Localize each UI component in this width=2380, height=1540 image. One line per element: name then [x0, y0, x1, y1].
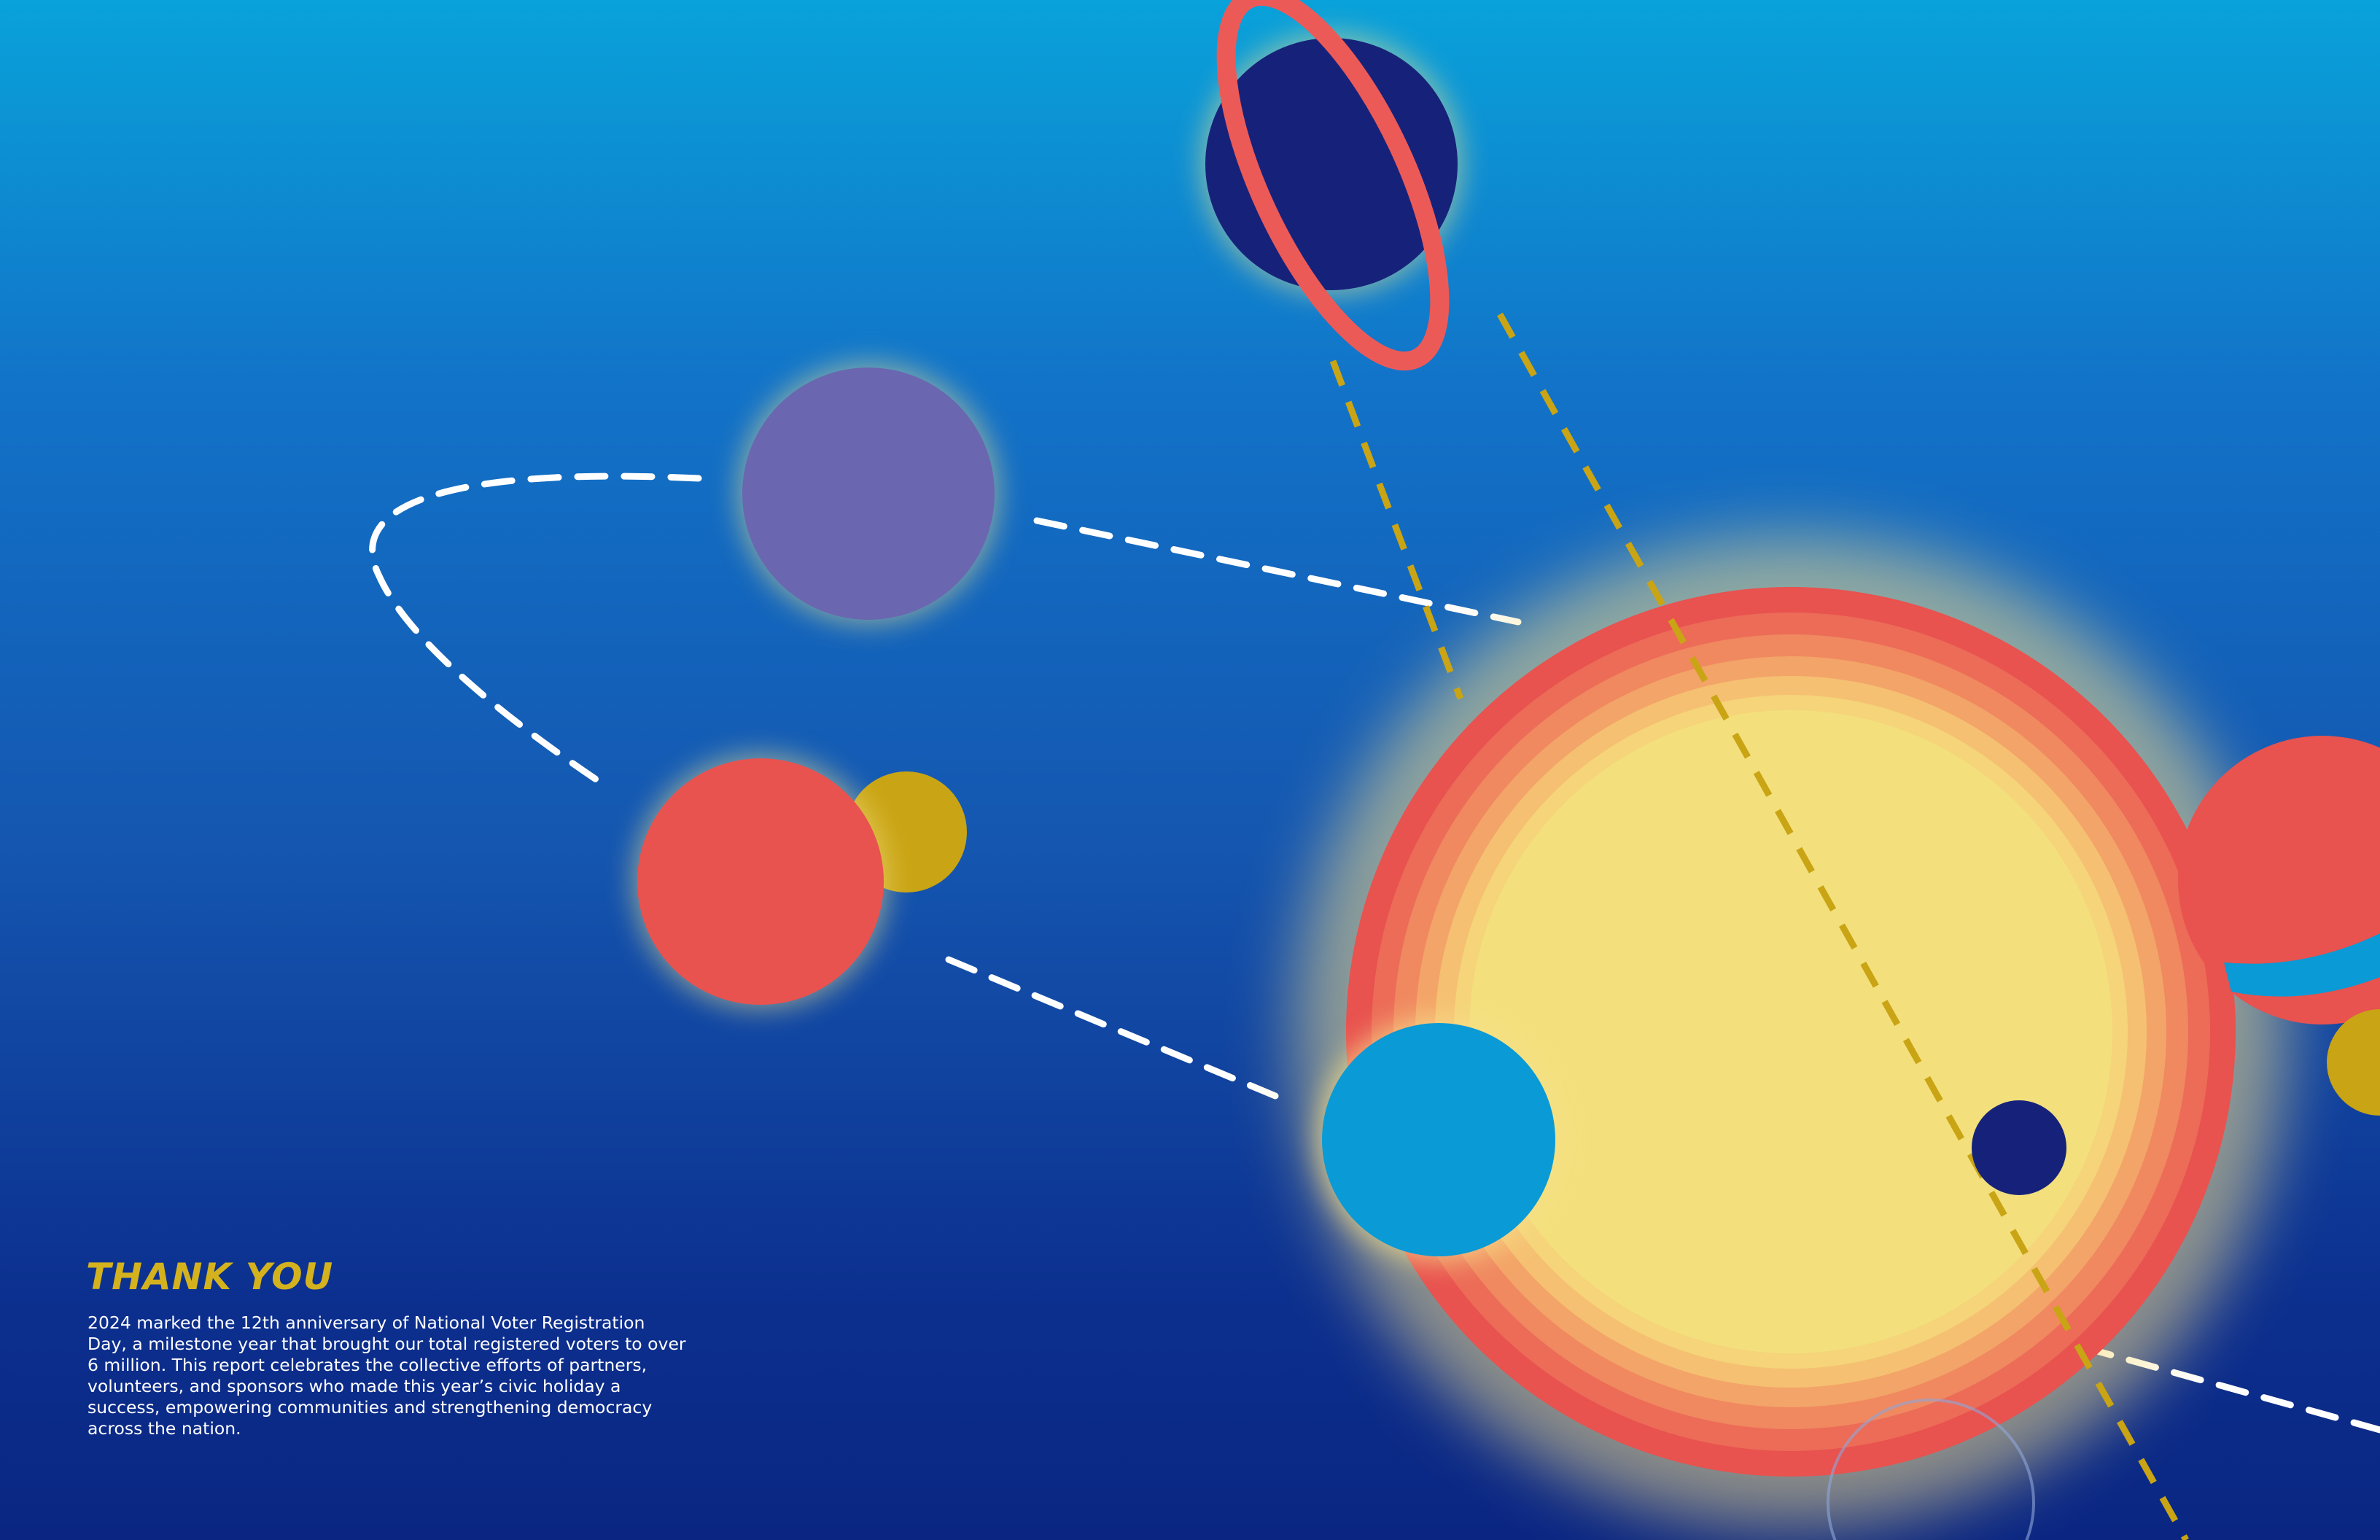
body-line: 2024 marked the 12th anniversary of Nati… — [88, 1312, 645, 1333]
body-text: 2024 marked the 12th anniversary of Nati… — [88, 1312, 686, 1439]
body-line: Day, a milestone year that brought our t… — [88, 1334, 686, 1354]
faint-planet — [1827, 1399, 2035, 1540]
planet-ring — [1216, 0, 1450, 371]
body-line: 6 million. This report celebrates the co… — [88, 1355, 648, 1375]
title: THANK YOU — [86, 1256, 334, 1298]
sun — [1346, 587, 2236, 1477]
right-moon — [2327, 1009, 2380, 1116]
body-line: volunteers, and sponsors who made this y… — [88, 1376, 621, 1396]
purple-planet — [742, 368, 995, 620]
blue-planet — [1322, 1023, 1555, 1256]
small-planet — [1972, 1100, 2066, 1195]
right-planet — [2178, 736, 2380, 1024]
red-planet — [637, 758, 884, 1005]
yellow-orbits — [1329, 312, 2189, 1540]
body-line: success, empowering communities and stre… — [88, 1397, 653, 1418]
body-line: across the nation. — [88, 1418, 241, 1439]
